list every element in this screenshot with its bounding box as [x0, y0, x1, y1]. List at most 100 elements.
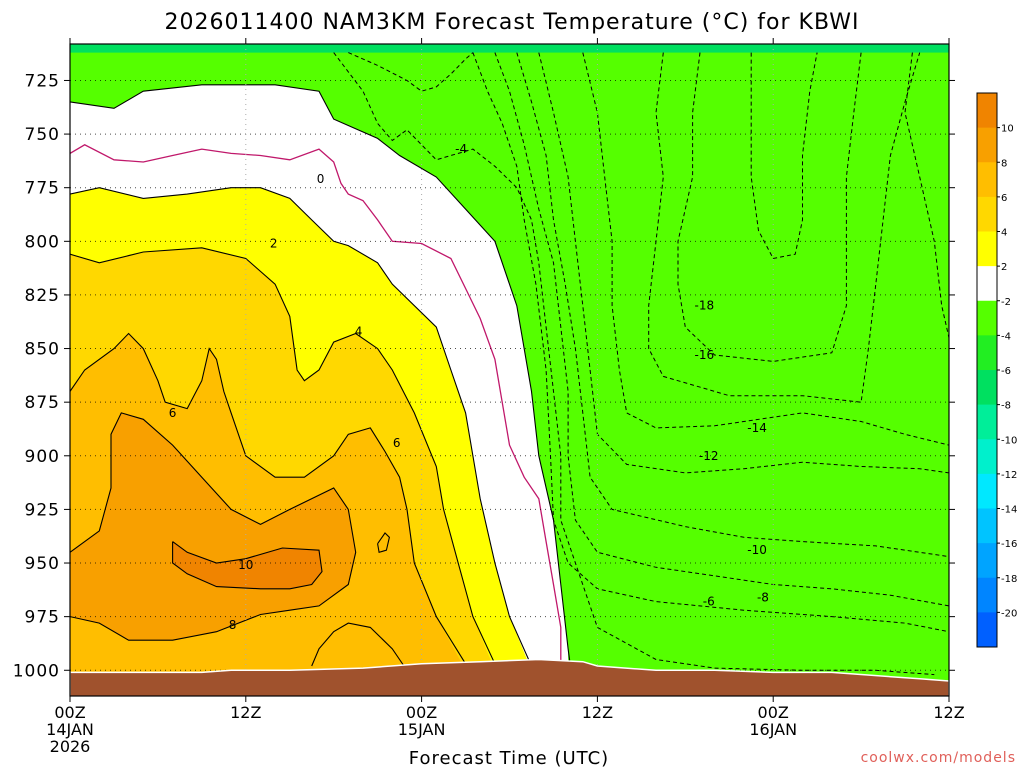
x-tick-label: 2026 — [50, 737, 91, 756]
colorbar-swatch — [977, 404, 997, 440]
contour--12 — [538, 52, 949, 474]
contour--4 — [333, 52, 935, 676]
y-tick-label: 750 — [25, 125, 60, 145]
colorbar-label: -16 — [1001, 539, 1017, 550]
chart-title: 2026011400 NAM3KM Forecast Temperature (… — [164, 10, 859, 35]
contour-2 — [70, 187, 533, 667]
contour-label-group: 10 — [238, 558, 253, 572]
colorbar-label: 8 — [1001, 158, 1007, 169]
contour-10 — [172, 541, 323, 590]
contour-4 — [70, 247, 496, 665]
contour-label-group: -16 — [695, 348, 715, 362]
colorbar-swatch — [977, 577, 997, 613]
colorbar-label: -4 — [1001, 331, 1011, 342]
contour-label: -12 — [699, 449, 719, 463]
plot-clip-group: 0 -4 2 4 6 6 10 8 -18 -16 -14 -12 -10 -8 -6 — [70, 44, 949, 696]
contour-label: 10 — [238, 558, 253, 572]
contour--4 — [348, 52, 474, 92]
colorbar-swatch — [977, 543, 997, 579]
contour-label: -6 — [703, 595, 715, 609]
contour-label-group: 6 — [393, 436, 401, 450]
contour-8 — [70, 412, 357, 641]
y-tick-label: 975 — [25, 608, 60, 628]
contour-label: -18 — [695, 299, 715, 313]
contour-label-group: -18 — [695, 299, 715, 313]
colorbar-label: -8 — [1001, 401, 1011, 412]
contour-label: -8 — [757, 590, 769, 604]
colorbar-swatch — [977, 300, 997, 336]
contour-label: 8 — [229, 618, 237, 632]
temp-band--2 — [70, 52, 949, 696]
terrain — [70, 658, 949, 696]
contour--14 — [582, 52, 949, 446]
contour-label-group: 8 — [229, 618, 237, 632]
colorbar-swatch — [977, 231, 997, 267]
colorbar: 10 8 6 4 2 -2 -4 -6 -8 -10 -12 -14 -16 -18 -20 — [976, 92, 1017, 648]
y-tick-label: 775 — [25, 179, 60, 199]
contour-label: 4 — [355, 324, 363, 338]
x-tick-label: 12Z — [582, 703, 613, 722]
contour-0 — [70, 144, 562, 666]
contour--20 — [750, 52, 818, 260]
colorbar-label: -14 — [1001, 505, 1017, 516]
contour-label: 2 — [270, 236, 278, 250]
colorbar-swatch — [977, 439, 997, 475]
y-tick-label: 825 — [25, 286, 60, 306]
contour-label-group: -8 — [757, 590, 769, 604]
colorbar-label: -6 — [1001, 366, 1011, 377]
colorbar-label: -2 — [1001, 297, 1011, 308]
colorbar-swatch — [977, 266, 997, 302]
y-tick-label: 925 — [25, 500, 60, 520]
colorbar-swatch — [977, 370, 997, 406]
contour-label: -10 — [747, 543, 767, 557]
colorbar-label: 10 — [1001, 124, 1014, 135]
contour-label-group: -6 — [703, 595, 715, 609]
temp-band-10 — [172, 541, 322, 589]
y-tick-label: 900 — [25, 447, 60, 467]
plot-area: 0 -4 2 4 6 6 10 8 -18 -16 -14 -12 -10 -8 -6 — [70, 44, 949, 696]
colorbar-label: 2 — [1001, 262, 1007, 273]
contour-label-group: 0 — [317, 172, 325, 186]
y-tick-label: 1000 — [13, 661, 60, 681]
colorbar-label: 4 — [1001, 228, 1007, 239]
contour-label: -16 — [695, 348, 715, 362]
x-axis-label: Forecast Time (UTC) — [409, 748, 609, 768]
contour-label: -4 — [455, 142, 467, 156]
colorbar-swatch — [977, 127, 997, 163]
plot-frame — [69, 43, 950, 697]
contour--10 — [516, 52, 949, 558]
contour-label-group: -4 — [455, 142, 467, 156]
colorbar-label: -10 — [1001, 435, 1017, 446]
x-tick-label: 00Z — [758, 703, 789, 722]
colorbar-swatch — [977, 473, 997, 509]
contour-label-group: 6 — [169, 406, 177, 420]
x-tick-label: 15JAN — [398, 720, 446, 739]
contour-8 — [377, 532, 391, 553]
colorbar-label: 6 — [1001, 193, 1007, 204]
contour--14 — [904, 52, 949, 338]
contour--6 — [472, 52, 949, 633]
contour--8 — [494, 52, 949, 607]
contour-label-group: -14 — [747, 421, 767, 435]
credit-text: coolwx.com/models — [861, 750, 1016, 766]
colorbar-swatch — [977, 93, 997, 129]
contour-label-group: 4 — [355, 324, 363, 338]
colorbar-swatch — [977, 196, 997, 232]
x-tick-label: 14JAN — [46, 720, 94, 739]
y-tick-label: 875 — [25, 393, 60, 413]
contour-label-group: -12 — [699, 449, 719, 463]
y-tick-label: 800 — [25, 232, 60, 252]
colorbar-swatch — [977, 162, 997, 198]
colorbar-label: -20 — [1001, 608, 1017, 619]
y-tick-label: 950 — [25, 554, 60, 574]
contour-6 — [70, 332, 467, 665]
colorbar-swatch — [977, 612, 997, 648]
contour-label: 6 — [169, 406, 177, 420]
x-tick-label: 16JAN — [749, 720, 797, 739]
contour-label: -14 — [747, 421, 767, 435]
contour-label-group: 2 — [270, 236, 278, 250]
x-tick-label: 00Z — [54, 703, 85, 722]
x-tick-label: 00Z — [406, 703, 437, 722]
y-tick-label: 725 — [25, 71, 60, 91]
